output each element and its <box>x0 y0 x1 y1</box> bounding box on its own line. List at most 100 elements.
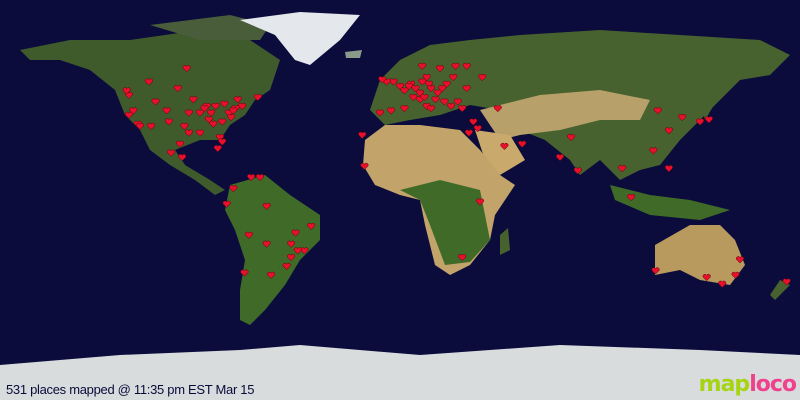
heart-icon[interactable] <box>240 269 249 277</box>
heart-icon[interactable] <box>209 120 218 128</box>
heart-icon[interactable] <box>218 118 227 126</box>
heart-icon[interactable] <box>164 118 173 126</box>
heart-icon[interactable] <box>244 231 253 239</box>
heart-icon[interactable] <box>478 74 487 82</box>
heart-icon[interactable] <box>195 129 205 137</box>
heart-icon[interactable] <box>704 116 713 124</box>
heart-icon[interactable] <box>404 82 413 91</box>
heart-icon[interactable] <box>411 85 420 93</box>
heart-icon[interactable] <box>220 100 229 108</box>
heart-icon[interactable] <box>627 194 636 202</box>
heart-icon[interactable] <box>438 85 447 93</box>
heart-icon[interactable] <box>378 76 387 84</box>
heart-icon[interactable] <box>207 109 216 117</box>
heart-icon[interactable] <box>433 89 442 97</box>
heart-icon[interactable] <box>458 254 467 262</box>
heart-icon[interactable] <box>475 198 485 206</box>
heart-icon[interactable] <box>649 147 658 155</box>
heart-icon[interactable] <box>262 202 271 211</box>
maploco-logo[interactable]: maploco <box>699 372 797 397</box>
heart-icon[interactable] <box>173 85 182 93</box>
heart-icon[interactable] <box>718 280 727 288</box>
heart-icon[interactable] <box>147 122 156 131</box>
heart-icon[interactable] <box>167 149 176 157</box>
heart-icon[interactable] <box>189 96 198 104</box>
heart-icon[interactable] <box>233 96 242 104</box>
heart-icon[interactable] <box>618 165 627 173</box>
heart-icon[interactable] <box>182 65 191 73</box>
heart-icon[interactable] <box>453 98 462 106</box>
heart-icon[interactable] <box>387 107 396 115</box>
heart-icon[interactable] <box>431 96 440 104</box>
heart-icon[interactable] <box>375 109 385 117</box>
heart-icon[interactable] <box>420 94 429 102</box>
heart-icon[interactable] <box>518 140 527 148</box>
heart-icon[interactable] <box>282 262 291 271</box>
heart-icon[interactable] <box>204 116 213 124</box>
heart-icon[interactable] <box>222 200 231 208</box>
heart-icon[interactable] <box>678 114 687 122</box>
heart-icon[interactable] <box>162 107 171 115</box>
heart-icon[interactable] <box>262 240 271 248</box>
heart-icon[interactable] <box>184 129 193 137</box>
heart-icon[interactable] <box>464 129 473 137</box>
heart-icon[interactable] <box>124 111 133 119</box>
heart-icon[interactable] <box>415 89 425 97</box>
heart-icon[interactable] <box>435 65 445 73</box>
heart-icon[interactable] <box>144 78 153 86</box>
heart-icon[interactable] <box>253 94 262 102</box>
heart-icon[interactable] <box>422 102 431 111</box>
heart-icon[interactable] <box>469 118 478 126</box>
heart-icon[interactable] <box>493 105 502 113</box>
heart-icon[interactable] <box>211 102 220 111</box>
heart-icon[interactable] <box>442 80 451 88</box>
heart-icon[interactable] <box>458 105 467 113</box>
heart-icon[interactable] <box>135 122 145 131</box>
heart-icon[interactable] <box>307 222 316 231</box>
heart-icon[interactable] <box>229 185 238 193</box>
heart-icon[interactable] <box>451 62 460 71</box>
heart-icon[interactable] <box>695 118 705 126</box>
heart-icon[interactable] <box>267 271 276 279</box>
heart-icon[interactable] <box>427 105 436 113</box>
heart-icon[interactable] <box>287 254 296 262</box>
heart-icon[interactable] <box>218 138 227 146</box>
heart-icon[interactable] <box>400 105 409 113</box>
heart-icon[interactable] <box>731 271 740 279</box>
heart-icon[interactable] <box>702 274 711 282</box>
heart-icon[interactable] <box>180 122 189 131</box>
heart-icon[interactable] <box>424 80 433 88</box>
heart-icon[interactable] <box>573 167 582 175</box>
heart-icon[interactable] <box>215 134 225 142</box>
heart-icon[interactable] <box>664 127 673 135</box>
heart-icon[interactable] <box>422 74 431 82</box>
heart-icon[interactable] <box>238 102 247 111</box>
heart-icon[interactable] <box>247 174 256 182</box>
heart-icon[interactable] <box>400 87 409 95</box>
heart-icon[interactable] <box>409 94 418 102</box>
heart-icon[interactable] <box>200 105 209 113</box>
heart-icon[interactable] <box>418 78 427 86</box>
heart-icon[interactable] <box>291 229 300 237</box>
heart-icon[interactable] <box>195 109 205 117</box>
heart-icon[interactable] <box>555 154 565 162</box>
heart-icon[interactable] <box>395 82 405 91</box>
heart-icon[interactable] <box>651 267 660 275</box>
heart-icon[interactable] <box>178 154 187 162</box>
heart-icon[interactable] <box>473 125 482 133</box>
heart-icon[interactable] <box>782 278 791 286</box>
heart-icon[interactable] <box>229 107 238 115</box>
heart-icon[interactable] <box>449 74 458 82</box>
heart-icon[interactable] <box>293 247 302 255</box>
heart-icon[interactable] <box>358 131 367 139</box>
heart-icon[interactable] <box>440 98 449 106</box>
heart-icon[interactable] <box>462 85 471 93</box>
heart-icon[interactable] <box>567 134 576 142</box>
heart-icon[interactable] <box>184 109 193 117</box>
heart-icon[interactable] <box>213 145 222 153</box>
heart-icon[interactable] <box>360 162 369 171</box>
heart-icon[interactable] <box>151 98 160 106</box>
heart-icon[interactable] <box>175 140 185 148</box>
heart-icon[interactable] <box>287 240 296 248</box>
